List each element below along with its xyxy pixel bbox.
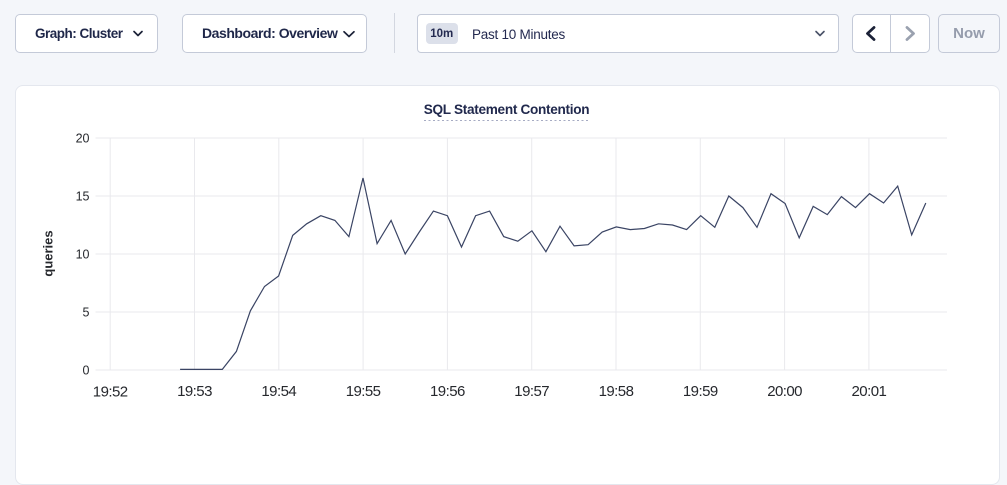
svg-text:19:59: 19:59 — [683, 383, 718, 400]
svg-text:5: 5 — [83, 305, 90, 319]
svg-text:20:00: 20:00 — [767, 383, 802, 400]
svg-text:20: 20 — [76, 131, 90, 145]
svg-text:0: 0 — [83, 363, 90, 377]
svg-text:19:53: 19:53 — [177, 383, 212, 400]
svg-text:19:54: 19:54 — [261, 383, 296, 400]
svg-text:19:55: 19:55 — [346, 383, 381, 400]
svg-text:20:01: 20:01 — [852, 383, 887, 400]
svg-text:19:58: 19:58 — [599, 383, 634, 400]
svg-text:10: 10 — [76, 247, 90, 261]
svg-text:19:52: 19:52 — [93, 384, 128, 401]
svg-text:19:56: 19:56 — [430, 383, 465, 400]
svg-text:19:57: 19:57 — [514, 383, 549, 400]
svg-text:queries: queries — [41, 230, 56, 276]
svg-text:15: 15 — [76, 189, 90, 203]
